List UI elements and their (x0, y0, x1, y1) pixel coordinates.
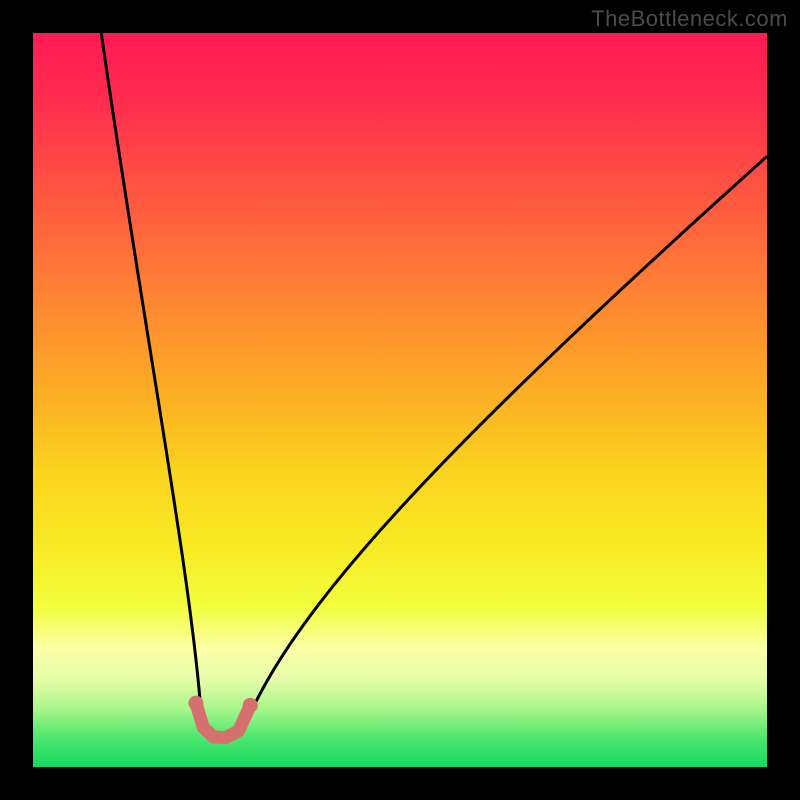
chart-container: TheBottleneck.com (0, 0, 800, 800)
watermark-text: TheBottleneck.com (591, 6, 788, 32)
trace-end-dot-left (188, 696, 203, 711)
trace-end-dot-right (243, 698, 258, 713)
plot-background (33, 33, 767, 767)
bottleneck-chart-svg (0, 0, 800, 800)
